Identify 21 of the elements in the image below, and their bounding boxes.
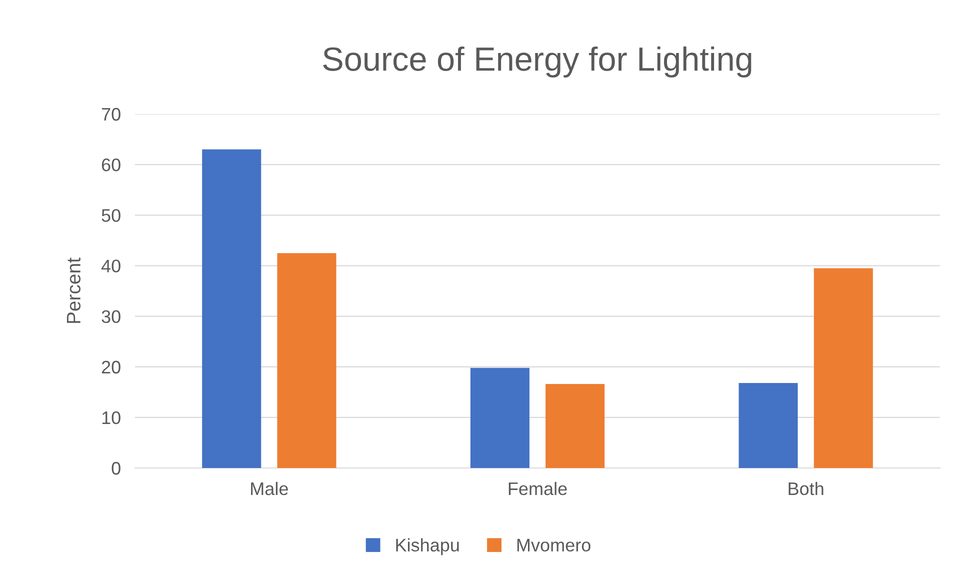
- y-tick-label: 20: [102, 360, 120, 374]
- bar: [202, 149, 262, 468]
- bar: [814, 268, 873, 468]
- legend-label: Kishapu: [396, 538, 459, 556]
- bar: [738, 383, 798, 468]
- y-tick-label: 30: [102, 310, 120, 324]
- y-tick-label: 50: [102, 209, 120, 222]
- y-tick-label: 0: [112, 462, 120, 475]
- chart-title: Source of Energy for Lighting: [323, 46, 752, 78]
- y-tick-label: 70: [102, 108, 120, 121]
- y-tick-label: 40: [101, 260, 120, 272]
- bar: [277, 253, 336, 468]
- y-axis-title: Percent: [66, 258, 81, 323]
- bar: [546, 384, 605, 468]
- y-tick-label: 10: [102, 411, 120, 424]
- x-tick-label: Female: [508, 482, 567, 496]
- y-tick-label: 60: [102, 158, 120, 172]
- bar: [470, 368, 530, 468]
- x-tick-label: Both: [788, 482, 824, 496]
- legend-label: Mvomero: [517, 538, 590, 552]
- x-tick-label: Male: [251, 482, 288, 496]
